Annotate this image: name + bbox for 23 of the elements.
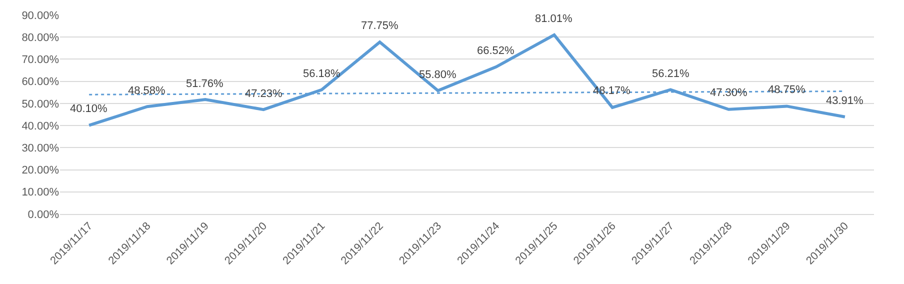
- data-label: 81.01%: [535, 13, 573, 25]
- y-tick-label: 60.00%: [22, 76, 60, 88]
- y-tick-label: 40.00%: [22, 120, 60, 132]
- data-label: 48.75%: [768, 84, 806, 96]
- y-tick-label: 50.00%: [22, 98, 60, 110]
- data-label: 56.18%: [303, 68, 341, 80]
- y-tick-label: 90.00%: [22, 10, 60, 22]
- y-tick-label: 30.00%: [22, 142, 60, 155]
- data-label: 47.30%: [710, 87, 748, 99]
- data-label: 77.75%: [361, 20, 399, 32]
- data-label: 40.10%: [70, 103, 108, 115]
- data-label: 55.80%: [419, 69, 457, 81]
- data-label: 51.76%: [186, 78, 224, 90]
- y-tick-label: 80.00%: [22, 32, 60, 44]
- data-label: 47.23%: [245, 88, 283, 100]
- data-label: 43.91%: [826, 95, 864, 107]
- y-tick-label: 20.00%: [22, 164, 60, 177]
- y-tick-label: 0.00%: [28, 208, 60, 221]
- y-tick-label: 10.00%: [22, 186, 60, 199]
- data-label: 66.52%: [477, 45, 515, 57]
- data-label: 48.58%: [128, 85, 166, 97]
- data-label: 56.21%: [652, 68, 690, 80]
- y-tick-label: 70.00%: [22, 54, 60, 66]
